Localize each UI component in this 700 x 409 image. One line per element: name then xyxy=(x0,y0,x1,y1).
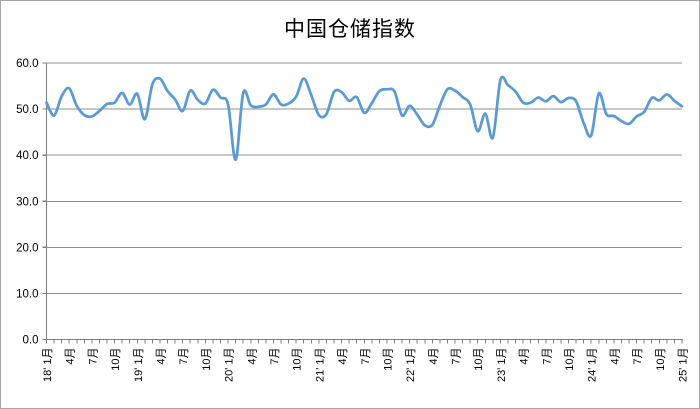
svg-text:10月: 10月 xyxy=(292,348,304,371)
svg-text:7月: 7月 xyxy=(269,348,281,365)
svg-text:20' 1月: 20' 1月 xyxy=(224,348,236,383)
svg-text:4月: 4月 xyxy=(155,348,167,365)
svg-text:40.0: 40.0 xyxy=(16,150,38,162)
svg-text:7月: 7月 xyxy=(632,348,644,365)
svg-text:19' 1月: 19' 1月 xyxy=(133,348,145,383)
svg-text:20.0: 20.0 xyxy=(16,242,38,254)
svg-text:50.0: 50.0 xyxy=(16,104,38,116)
svg-text:7月: 7月 xyxy=(360,348,372,365)
svg-text:4月: 4月 xyxy=(337,348,349,365)
svg-text:18' 1月: 18' 1月 xyxy=(42,348,54,383)
svg-text:10.0: 10.0 xyxy=(16,288,38,300)
svg-text:4月: 4月 xyxy=(246,348,258,365)
svg-text:10月: 10月 xyxy=(382,348,394,371)
svg-text:10月: 10月 xyxy=(564,348,576,371)
svg-text:10月: 10月 xyxy=(655,348,667,371)
svg-text:30.0: 30.0 xyxy=(16,196,38,208)
svg-text:10月: 10月 xyxy=(473,348,485,371)
svg-text:23' 1月: 23' 1月 xyxy=(496,348,508,383)
svg-text:7月: 7月 xyxy=(541,348,553,365)
svg-text:21' 1月: 21' 1月 xyxy=(314,348,326,383)
svg-text:10月: 10月 xyxy=(110,348,122,371)
svg-text:7月: 7月 xyxy=(451,348,463,365)
svg-text:10月: 10月 xyxy=(201,348,213,371)
svg-text:4月: 4月 xyxy=(65,348,77,365)
svg-text:7月: 7月 xyxy=(87,348,99,365)
chart-title: 中国仓储指数 xyxy=(284,18,416,41)
svg-text:25' 1月: 25' 1月 xyxy=(678,348,690,383)
svg-text:4月: 4月 xyxy=(609,348,621,365)
svg-text:0.0: 0.0 xyxy=(23,335,39,347)
svg-text:24' 1月: 24' 1月 xyxy=(587,348,599,383)
svg-text:7月: 7月 xyxy=(178,348,190,365)
svg-text:4月: 4月 xyxy=(519,348,531,365)
svg-text:22' 1月: 22' 1月 xyxy=(405,348,417,383)
svg-text:4月: 4月 xyxy=(428,348,440,365)
svg-text:60.0: 60.0 xyxy=(16,58,38,70)
